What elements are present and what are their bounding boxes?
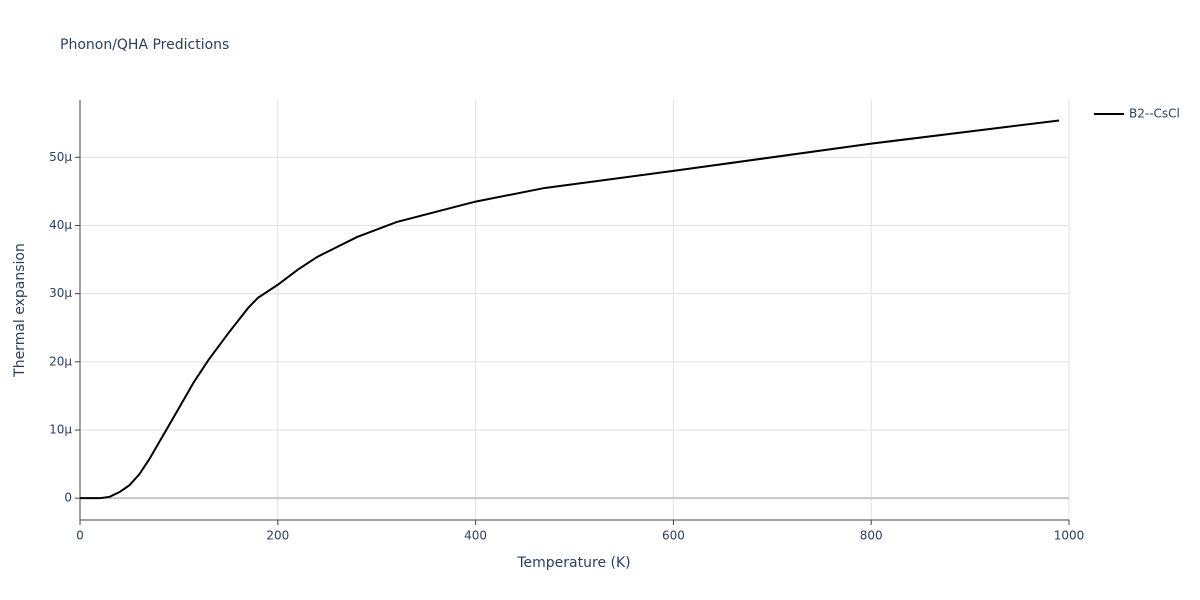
y-axis-title: Thermal expansion — [12, 243, 28, 378]
y-tick-label: 0 — [64, 491, 72, 505]
x-tick-label: 1000 — [1054, 529, 1085, 543]
data-line — [80, 119, 1060, 500]
x-tick-label: 600 — [662, 529, 685, 543]
x-axis-title: Temperature (K) — [516, 555, 630, 571]
x-tick-label: 200 — [266, 529, 289, 543]
x-tick-label: 800 — [860, 529, 883, 543]
x-tick-label: 0 — [76, 529, 84, 543]
y-tick-label: 30μ — [49, 286, 72, 300]
legend-label: B2--CsCl — [1129, 107, 1180, 121]
y-tick-label: 50μ — [49, 150, 72, 164]
chart-title: Phonon/QHA Predictions — [60, 37, 229, 53]
x-tick-label: 400 — [464, 529, 487, 543]
y-tick-label: 10μ — [49, 423, 72, 437]
y-tick-label: 40μ — [49, 218, 72, 232]
y-tick-label: 20μ — [49, 354, 72, 368]
